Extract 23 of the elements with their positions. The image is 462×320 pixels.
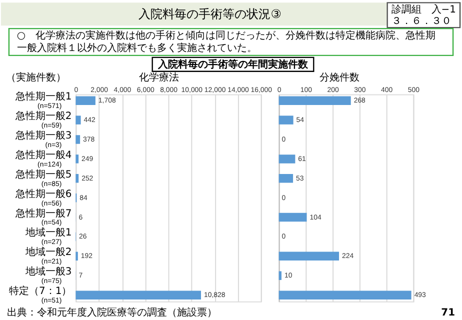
chart-title: 分娩件数: [319, 71, 360, 84]
bar: [76, 116, 81, 124]
text: 71: [441, 307, 456, 318]
text: 入院料毎の手術等の年間実施件数: [156, 58, 309, 70]
bar: [278, 252, 340, 261]
y-axis-title: （実施件数）: [6, 71, 66, 84]
bar: [278, 212, 307, 222]
bar: [278, 116, 294, 124]
bar: [76, 96, 96, 105]
bar: [76, 135, 80, 144]
bar: [278, 154, 296, 164]
bar: [278, 290, 412, 300]
text: 入院料毎の手術等の状況③: [138, 7, 282, 22]
bar: [278, 96, 351, 105]
bar: [278, 174, 294, 183]
text: 診調組 入−1 ３．６．３０: [391, 4, 456, 28]
bar: [76, 290, 202, 300]
bar: [76, 154, 79, 164]
source-note: 出典：令和元年度入院医療等の調査（施設票）: [6, 306, 217, 318]
bar: [76, 174, 79, 183]
text: ○ 化学療法の実施件数は他の手術と傾向は同じだったが、分娩件数は特定機能病院、急性期一般入院料１以外の入院料でも多く実施されていた。: [16, 30, 436, 54]
chart-title: 化学療法: [139, 71, 180, 84]
bar: [278, 271, 282, 280]
